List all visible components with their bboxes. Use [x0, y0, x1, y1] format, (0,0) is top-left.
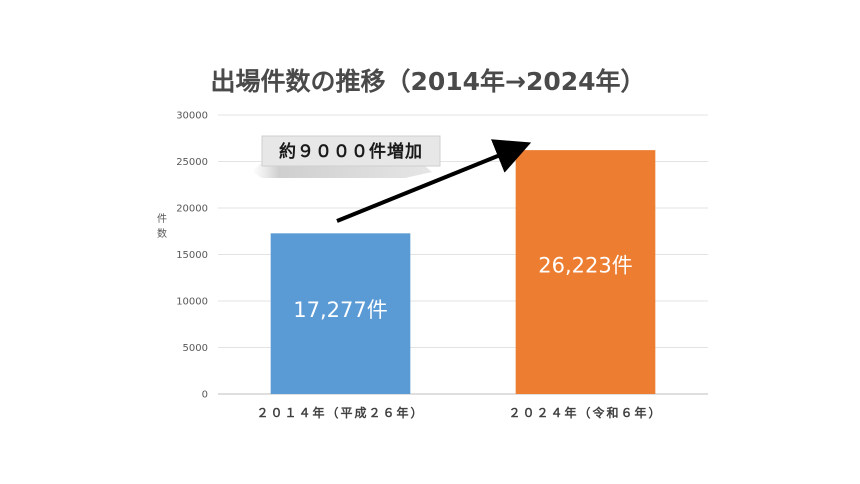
data-label: 17,277件: [293, 298, 387, 322]
y-axis-ticks: 0 5000 10000 15000 20000 25000 30000: [176, 111, 208, 401]
y-tick-label: 0: [202, 390, 208, 401]
increase-arrow: [336, 139, 532, 223]
callout-box: [261, 135, 441, 167]
y-axis-label-char-2: 数: [157, 227, 167, 240]
x-tick-label: ２０２４年（令和６年）: [508, 405, 662, 420]
bar: [515, 150, 656, 394]
data-label: 26,223件: [538, 254, 632, 278]
y-tick-label: 25000: [176, 157, 208, 168]
bar: [270, 233, 411, 394]
chart-title: 出場件数の推移（2014年→2024年）: [210, 67, 645, 96]
x-axis-categories: ２０１４年（平成２６年） ２０２４年（令和６年）: [256, 405, 662, 420]
y-tick-label: 30000: [176, 111, 208, 122]
y-tick-label: 15000: [176, 250, 208, 261]
data-labels: 17,277件 26,223件: [293, 254, 632, 322]
callout-text: 約９０００件増加: [279, 141, 423, 162]
x-tick-label: ２０１４年（平成２６年）: [256, 405, 424, 420]
y-tick-label: 10000: [176, 297, 208, 308]
y-tick-label: 20000: [176, 204, 208, 215]
y-tick-label: 5000: [183, 343, 208, 354]
bars: [270, 150, 656, 394]
y-axis-label-char-1: 件: [157, 213, 167, 225]
